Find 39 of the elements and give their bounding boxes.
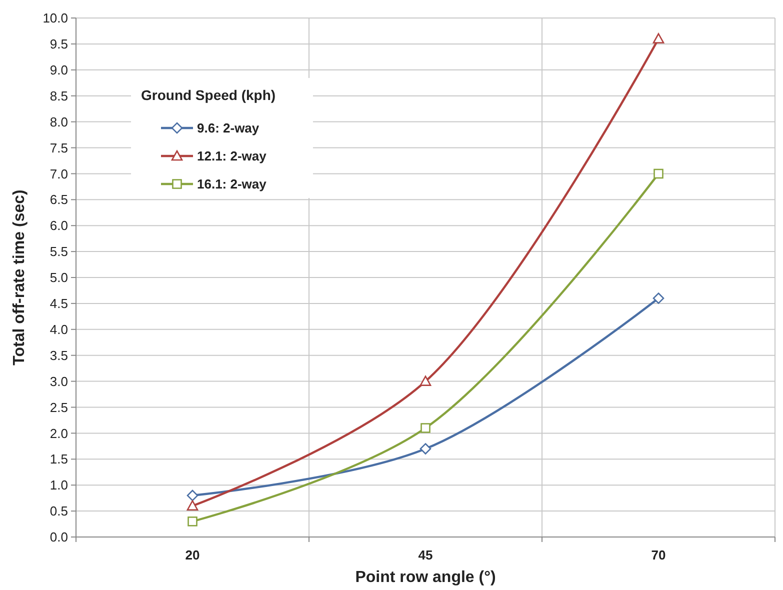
point	[420, 376, 432, 386]
x-axis-title: Point row angle (°)	[355, 569, 496, 586]
y-tick-label: 2.5	[50, 400, 68, 415]
y-axis-title: Total off-rate time (sec)	[11, 190, 28, 366]
x-tick-label: 70	[651, 548, 666, 563]
y-tick-label: 4.5	[50, 296, 68, 311]
y-tick-label: 0.0	[50, 530, 68, 545]
y-tick-label: 1.5	[50, 452, 68, 467]
point	[654, 168, 664, 179]
y-tick-label: 2.0	[50, 426, 68, 441]
point	[188, 516, 198, 526]
y-tick-label: 6.5	[50, 192, 68, 208]
point	[420, 423, 430, 433]
legend-label: 16.1: 2-way	[197, 176, 268, 192]
x-tick-label: 45	[418, 548, 433, 563]
point	[186, 500, 198, 511]
y-tick-label: 4.0	[50, 322, 68, 337]
y-tick-label: 3.5	[50, 348, 68, 363]
point	[420, 443, 432, 454]
y-tick-label: 5.5	[50, 244, 68, 260]
point	[652, 292, 664, 304]
y-tick-label: 7.5	[50, 140, 68, 156]
y-tick-label: 9.0	[50, 62, 68, 78]
y-tick-label: 7.0	[50, 166, 68, 182]
point	[186, 490, 198, 502]
y-tick-label: 8.5	[50, 88, 68, 104]
legend-label: 12.1: 2-way	[197, 148, 268, 164]
x-tick-label: 20	[185, 548, 200, 563]
y-tick-label: 5.0	[50, 270, 68, 286]
legend-title: Ground Speed (kph)	[141, 87, 276, 103]
legend-label: 9.6: 2-way	[197, 120, 260, 136]
y-tick-label: 6.0	[50, 218, 68, 234]
y-tick-label: 0.5	[50, 504, 68, 519]
y-tick-label: 8.0	[50, 114, 68, 130]
point	[652, 33, 664, 44]
y-tick-label: 9.5	[50, 36, 68, 52]
y-tick-label: 10.0	[42, 10, 68, 26]
y-tick-label: 1.0	[50, 478, 68, 493]
y-tick-label: 3.0	[50, 374, 68, 389]
